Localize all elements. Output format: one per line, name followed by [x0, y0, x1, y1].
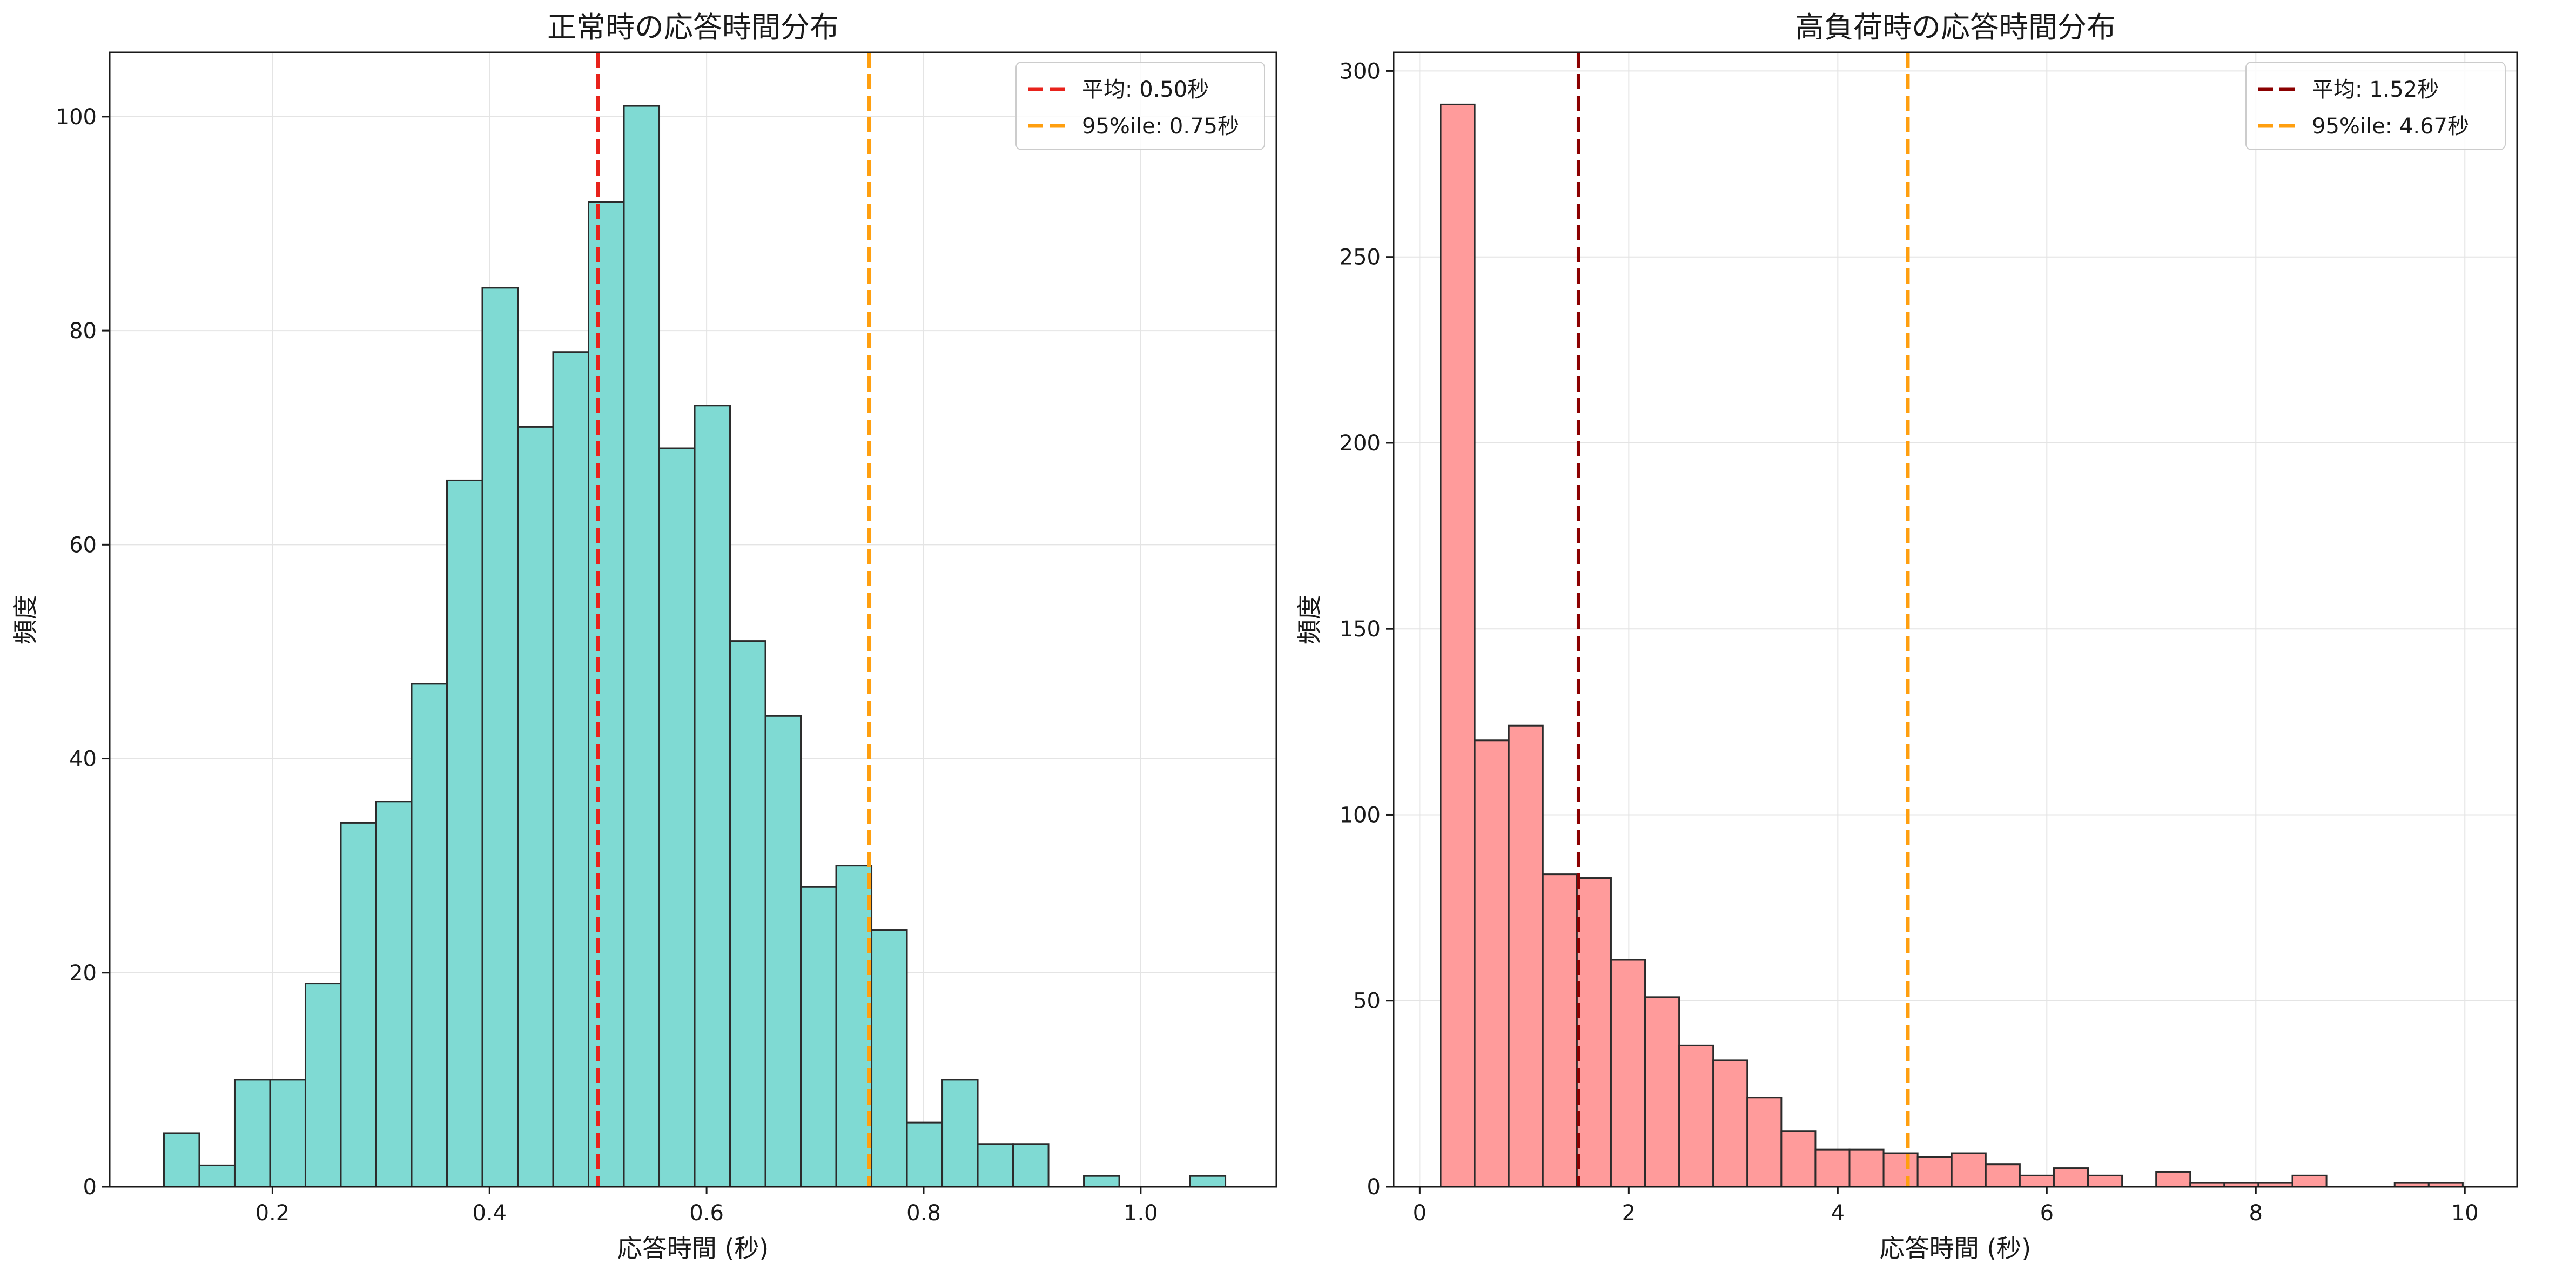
histogram-bar — [375, 801, 413, 1188]
histogram-bar — [623, 105, 661, 1188]
histogram-bar — [906, 1121, 944, 1188]
y-tick-label: 100 — [56, 105, 97, 130]
histogram-bar — [1083, 1175, 1120, 1188]
histogram-bar — [1678, 1044, 1714, 1188]
histogram-bar — [1474, 739, 1510, 1188]
histogram-bar — [516, 426, 554, 1188]
histogram-bar — [481, 287, 519, 1188]
x-tick-label: 0.6 — [689, 1201, 724, 1226]
histogram-bar — [2053, 1167, 2089, 1188]
y-tick-label: 0 — [83, 1175, 97, 1200]
y-tick-label: 300 — [1340, 59, 1381, 84]
histogram-bar — [2291, 1174, 2328, 1188]
y-tick-label: 0 — [1367, 1175, 1381, 1200]
histogram-bar — [1882, 1152, 1919, 1188]
histogram-bar — [1012, 1143, 1050, 1188]
y-tick-label: 40 — [69, 747, 97, 772]
y-axis-label: 頻度 — [1295, 595, 1324, 644]
y-tick-label: 20 — [69, 961, 97, 986]
x-axis-label: 応答時間 (秒) — [617, 1234, 769, 1263]
histogram-bar — [2087, 1174, 2123, 1188]
histogram-bar — [411, 683, 448, 1188]
histogram-bar — [658, 447, 696, 1188]
x-tick-label: 0 — [1413, 1201, 1427, 1226]
histogram-bar — [233, 1079, 271, 1188]
x-tick-label: 8 — [2249, 1201, 2263, 1226]
histogram-bar — [163, 1132, 200, 1188]
histogram-bar — [977, 1143, 1014, 1188]
histogram-bar — [1576, 877, 1612, 1188]
legend-box — [2245, 62, 2506, 150]
histogram-bar — [835, 865, 873, 1188]
legend-box — [1015, 62, 1265, 150]
histogram-bar — [764, 715, 802, 1188]
y-tick-label: 60 — [69, 533, 97, 557]
x-tick-label: 2 — [1622, 1201, 1636, 1226]
y-axis-label: 頻度 — [11, 595, 40, 644]
histogram-bar — [1916, 1156, 1953, 1188]
x-tick-label: 0.2 — [255, 1201, 290, 1226]
y-tick-label: 200 — [1340, 431, 1381, 456]
histogram-bar — [1440, 103, 1476, 1188]
histogram-bar — [871, 929, 908, 1188]
histogram-bar — [1985, 1163, 2021, 1188]
legend: 平均: 0.50秒 95%ile: 0.75秒 — [1015, 62, 1265, 150]
histogram-bar — [1848, 1148, 1885, 1188]
histogram-bar — [694, 405, 731, 1188]
y-tick-label: 100 — [1340, 803, 1381, 828]
histogram-bar — [552, 351, 590, 1188]
histogram-bar — [1644, 996, 1680, 1188]
legend-label: 95%ile: 4.67秒 — [2312, 114, 2469, 139]
y-tick-label: 50 — [1353, 989, 1381, 1014]
y-tick-label: 80 — [69, 319, 97, 344]
histogram-bar — [1712, 1059, 1748, 1188]
histogram-bar — [2019, 1174, 2055, 1188]
legend: 平均: 1.52秒 95%ile: 4.67秒 — [2245, 62, 2506, 150]
histogram-bar — [941, 1079, 979, 1188]
histogram-bar — [198, 1164, 236, 1188]
x-tick-label: 0.4 — [472, 1201, 507, 1226]
x-tick-label: 6 — [2040, 1201, 2054, 1226]
histogram-bar — [340, 822, 377, 1188]
x-axis-label: 応答時間 (秒) — [1880, 1234, 2032, 1263]
histogram-bar — [304, 983, 342, 1188]
histogram-bar — [446, 479, 483, 1188]
histogram-bar — [729, 640, 766, 1188]
y-tick-label: 250 — [1340, 245, 1381, 270]
legend-label: 平均: 1.52秒 — [2312, 77, 2439, 102]
x-tick-label: 4 — [1831, 1201, 1845, 1226]
plot-frame — [1393, 51, 2518, 1188]
chart-panel-2: 0 2 4 6 8 10050100150200250300高負荷時の応答時間分布応答時間… — [1295, 10, 2518, 1263]
histogram-bar — [1508, 724, 1544, 1188]
x-tick-label: 1.0 — [1124, 1201, 1158, 1226]
histogram-bar — [2155, 1171, 2191, 1188]
histogram-bar — [1542, 873, 1578, 1188]
histogram-bar — [1780, 1130, 1817, 1188]
plot-frame — [109, 51, 1277, 1188]
chart-title: 正常時の応答時間分布 — [547, 10, 839, 44]
histogram-bar — [1951, 1152, 1987, 1188]
legend-label: 95%ile: 0.75秒 — [1082, 114, 1239, 139]
histogram-bar — [1746, 1097, 1783, 1188]
y-tick-label: 150 — [1340, 617, 1381, 642]
histogram-bar — [1814, 1148, 1851, 1188]
histogram-bar — [1189, 1175, 1227, 1188]
histogram-bar — [269, 1079, 306, 1188]
chart-panel-1: 0.2 0.4 0.6 0.8 1.0 0 20 40 60 80 100 正常時の応答時間分布応答時… — [11, 10, 1277, 1263]
x-tick-label: 0.8 — [906, 1201, 941, 1226]
x-tick-label: 10 — [2451, 1201, 2479, 1226]
legend-label: 平均: 0.50秒 — [1082, 77, 1209, 102]
histogram-bar — [800, 886, 837, 1188]
histogram-bar — [1610, 959, 1646, 1188]
histogram-bar — [588, 201, 625, 1188]
chart-title: 高負荷時の応答時間分布 — [1795, 10, 2116, 44]
